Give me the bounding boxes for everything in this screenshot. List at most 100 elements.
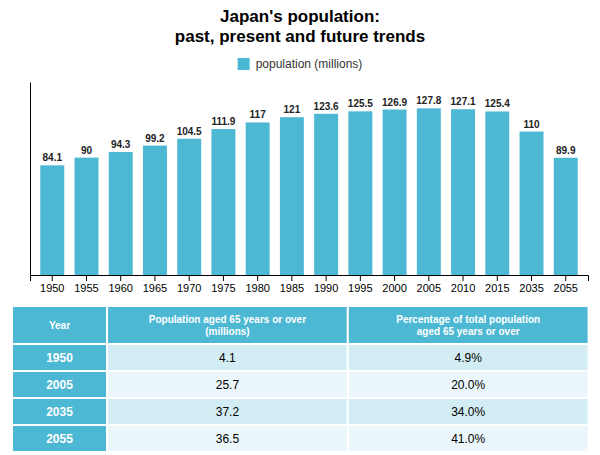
bar	[383, 110, 407, 275]
x-tick-mark	[120, 275, 121, 281]
x-tick-label: 1965	[143, 282, 167, 294]
x-tick-label: 2015	[485, 282, 509, 294]
bar	[75, 158, 99, 275]
bar	[143, 146, 167, 275]
x-tick: 1985	[280, 275, 304, 294]
table-text: 2055	[46, 432, 73, 446]
data-label: 89.9	[556, 145, 576, 156]
x-tick-label: 1980	[245, 282, 269, 294]
table-text-line: 2035	[46, 405, 73, 419]
bar	[417, 108, 441, 275]
x-tick-mark	[189, 275, 190, 281]
data-label: 104.5	[177, 126, 202, 137]
table-cell	[107, 306, 348, 344]
table-text-line: 20.0%	[451, 378, 485, 392]
table-text-line: aged 65 years or over	[417, 326, 520, 337]
table-cell	[12, 371, 107, 398]
table-text: 41.0%	[451, 432, 485, 446]
data-label: 127.1	[451, 96, 476, 107]
table-cell	[12, 425, 107, 452]
x-tick: 2005	[417, 275, 441, 294]
subtitle: past, present and future trends	[175, 27, 425, 46]
data-labels: 84.19094.399.2104.5111.9117121123.6125.5…	[43, 95, 576, 163]
table-text: 34.0%	[451, 405, 485, 419]
table-header: Percentage of total populationaged 65 ye…	[396, 313, 540, 337]
data-label: 125.5	[348, 98, 373, 109]
x-tick: 2010	[451, 275, 475, 294]
table-cell	[348, 425, 589, 452]
x-tick: 1970	[177, 275, 201, 294]
bar	[109, 152, 133, 275]
table-text-line: Population aged 65 years or over	[149, 313, 306, 324]
table-text-line: 4.9%	[455, 351, 483, 365]
table-text-line: 25.7	[216, 378, 240, 392]
legend-label: population (millions)	[256, 57, 363, 71]
x-tick: 2055	[554, 275, 578, 294]
x-tick-label: 1955	[74, 282, 98, 294]
x-tick-mark	[565, 275, 566, 281]
legend: population (millions)	[238, 57, 363, 71]
title: Japan's population:	[220, 7, 380, 26]
table-cell	[107, 425, 348, 452]
table-text-line: 2055	[46, 432, 73, 446]
x-tick-label: 1990	[314, 282, 338, 294]
bar	[485, 111, 509, 275]
table-cell	[348, 371, 589, 398]
table-text: 4.9%	[455, 351, 483, 365]
x-tick: 2000	[382, 275, 406, 294]
data-label: 117	[250, 109, 267, 120]
x-tick: 1960	[108, 275, 132, 294]
table-cell	[107, 344, 348, 371]
data-label: 126.9	[382, 97, 407, 108]
table-cell	[348, 344, 589, 371]
bars	[40, 108, 577, 275]
table-text-line: 4.1	[219, 351, 236, 365]
table-cell	[12, 398, 107, 425]
chart: Japan's population:past, present and fut…	[0, 0, 600, 455]
data-label: 84.1	[43, 152, 63, 163]
x-tick: 1980	[245, 275, 269, 294]
legend-item: population (millions)	[238, 57, 363, 71]
x-tick: 1965	[143, 275, 167, 294]
bar	[177, 139, 201, 275]
bar	[348, 111, 372, 275]
x-tick-label: 2005	[417, 282, 441, 294]
y-axis-line	[30, 83, 31, 276]
x-tick: 1990	[314, 275, 338, 294]
x-axis: 1950195519601965197019751980198519901995…	[31, 275, 589, 294]
bar	[40, 165, 64, 275]
table-cell	[348, 306, 589, 344]
table-text: 4.1	[219, 351, 236, 365]
bar	[520, 132, 544, 275]
table-text-line: 34.0%	[451, 405, 485, 419]
x-tick: 1950	[40, 275, 64, 294]
x-tick-mark	[394, 275, 395, 281]
table-text-line: Year	[49, 320, 70, 331]
table-text: 2005	[46, 378, 73, 392]
table-text-line: 1950	[46, 351, 73, 365]
table-header: Population aged 65 years or over(million…	[149, 313, 306, 337]
y-axis	[30, 83, 31, 276]
x-tick-label: 1985	[280, 282, 304, 294]
table-text-line: 41.0%	[451, 432, 485, 446]
x-tick-mark	[326, 275, 327, 281]
table-text: 25.7	[216, 378, 240, 392]
data-label: 94.3	[111, 139, 131, 150]
table-cell	[107, 371, 348, 398]
table-cell	[348, 398, 589, 425]
x-tick: 1955	[74, 275, 98, 294]
legend-swatch	[238, 58, 250, 70]
data-label: 110	[523, 119, 540, 130]
x-tick-label: 1950	[40, 282, 64, 294]
x-tick-label: 2010	[451, 282, 475, 294]
x-tick-label: 1970	[177, 282, 201, 294]
x-tick-label: 2035	[519, 282, 543, 294]
data-label: 90	[81, 145, 93, 156]
bar	[554, 158, 578, 275]
data-label: 125.4	[485, 98, 510, 109]
x-tick-mark	[257, 275, 258, 281]
bar	[211, 129, 235, 275]
x-tick-label: 2055	[554, 282, 578, 294]
table-text-line: 2005	[46, 378, 73, 392]
x-tick-label: 2000	[382, 282, 406, 294]
